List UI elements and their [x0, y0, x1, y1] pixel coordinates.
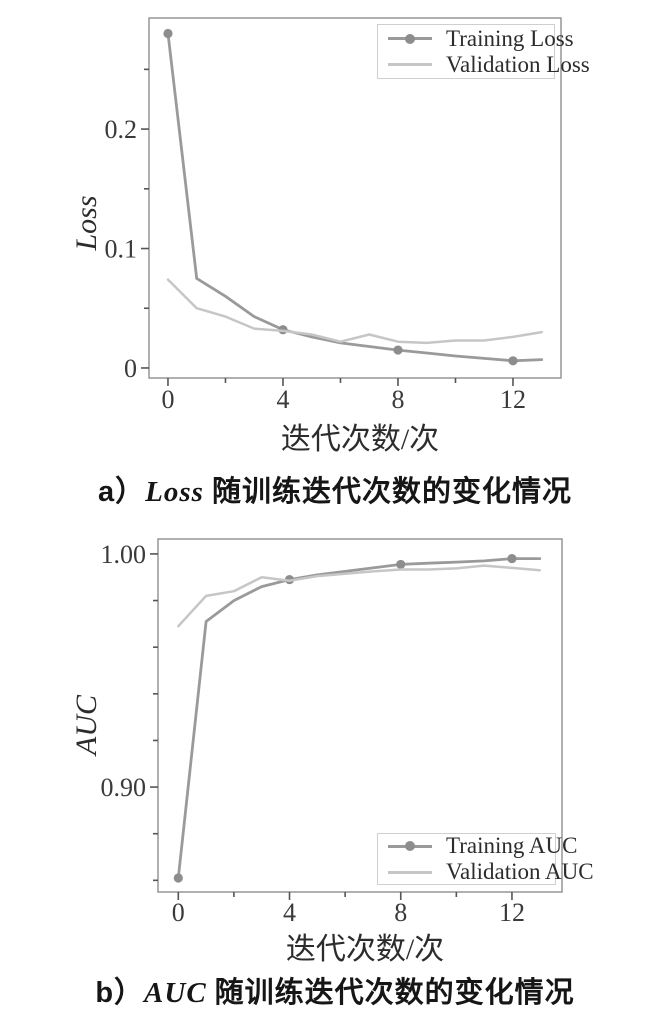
x-axis-label: 迭代次数/次: [281, 423, 439, 456]
legend-item-validation-auc: Validation AUC: [386, 859, 594, 884]
y-tick-label: 0.2: [105, 115, 138, 144]
x-tick-label: 8: [391, 385, 404, 414]
y-tick-label: 1.00: [101, 540, 147, 569]
series-line-0: [166, 32, 544, 363]
auc-legend: Training AUC Validation AUC: [377, 833, 594, 885]
y-tick-label: 0.90: [101, 773, 147, 802]
loss-legend: Training Loss Validation Loss: [377, 24, 590, 79]
training-auc-marker-icon: [405, 841, 415, 851]
x-axis-label: 迭代次数/次: [286, 933, 444, 966]
x-tick-label: 4: [283, 898, 296, 927]
training-loss-line-swatch: [388, 33, 432, 44]
x-tick-label: 0: [161, 385, 174, 414]
series-line-1: [177, 564, 542, 628]
x-tick-label: 12: [499, 898, 525, 927]
legend-label-validation-loss: Validation Loss: [446, 51, 590, 77]
legend-item-validation-loss: Validation Loss: [386, 52, 590, 77]
loss-chart: 0 4 8 12 0 0.1 0.2 迭代次数/次 Loss: [70, 17, 562, 456]
data-point-marker: [508, 356, 518, 366]
data-point-marker: [396, 559, 406, 570]
series-line-1: [166, 278, 543, 345]
legend-label-training-auc: Training AUC: [446, 833, 578, 858]
training-auc-line-swatch: [388, 841, 432, 851]
caption-a: a）Loss 随训练迭代次数的变化情况: [0, 468, 670, 510]
x-tick-label: 8: [394, 898, 407, 927]
y-tick-label: 0: [124, 354, 137, 383]
validation-auc-line-swatch: [388, 870, 432, 874]
validation-loss-line-swatch: [388, 63, 432, 66]
x-tick-label: 12: [500, 385, 526, 414]
caption-b-term: AUC: [144, 977, 207, 1009]
legend-item-training-loss: Training Loss: [386, 26, 574, 51]
plot-border: [148, 17, 562, 379]
data-point-marker: [163, 28, 173, 39]
y-axis-label: Loss: [70, 195, 103, 251]
caption-a-prefix: a）: [98, 476, 146, 508]
auc-chart: 0 4 8 12 0.90 1.00 迭代次数/次 AUC: [70, 538, 563, 966]
legend-item-training-auc: Training AUC: [386, 833, 577, 858]
data-point-marker: [507, 553, 517, 564]
legend-label-training-loss: Training Loss: [446, 25, 574, 51]
x-tick-label: 0: [172, 898, 185, 927]
caption-a-term: Loss: [145, 476, 204, 508]
caption-b: b）AUC 随训练迭代次数的变化情况: [0, 969, 670, 1011]
data-point-marker: [173, 873, 183, 883]
training-loss-marker-icon: [405, 33, 415, 44]
data-point-marker: [393, 345, 403, 355]
x-tick-label: 4: [276, 385, 289, 414]
caption-b-text: 随训练迭代次数的变化情况: [214, 977, 575, 1009]
y-tick-label: 0.1: [105, 235, 138, 264]
caption-b-prefix: b）: [95, 977, 145, 1009]
legend-label-validation-auc: Validation AUC: [446, 859, 594, 884]
caption-a-text: 随训练迭代次数的变化情况: [211, 476, 572, 508]
series-line-0: [176, 557, 542, 880]
y-axis-label: AUC: [70, 694, 103, 757]
plot-border: [157, 538, 563, 893]
